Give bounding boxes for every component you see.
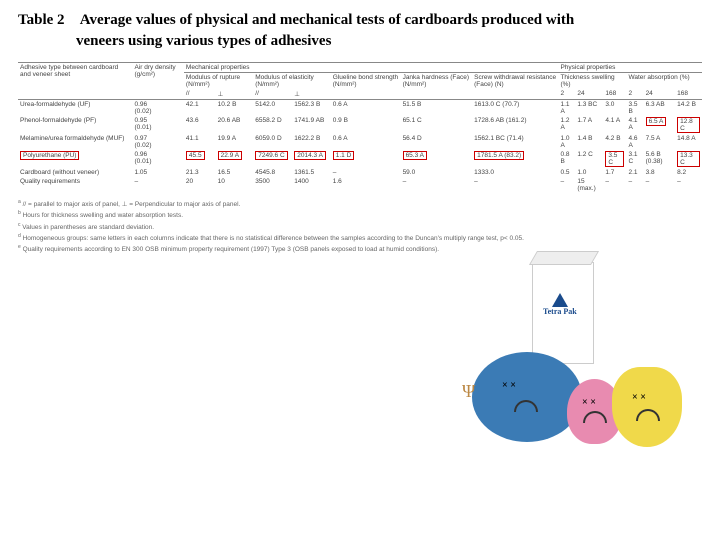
table-row: Quality requirements–2010350014001.6–––1… xyxy=(18,177,702,193)
trident-icon: Ψ xyxy=(462,381,475,402)
table-footnotes: a // = parallel to major axis of panel, … xyxy=(18,199,702,254)
col-ts: Thickness swelling (%) xyxy=(558,73,626,90)
footnote: d Homogeneous groups: same letters in ea… xyxy=(18,233,702,243)
sub-168h: 168 xyxy=(675,89,702,100)
sub-perp: ⊥ xyxy=(292,89,330,100)
footnote: c Values in parentheses are standard dev… xyxy=(18,222,702,232)
table-row: Polyurethane (PU)0.96(0.01)45.522.9 A724… xyxy=(18,150,702,168)
sub-2h: 2 xyxy=(558,89,575,100)
sub-2h: 2 xyxy=(626,89,643,100)
table-title-line2: veneers using various types of adhesives xyxy=(76,33,702,50)
sub-24h: 24 xyxy=(575,89,603,100)
sub-perp: ⊥ xyxy=(216,89,254,100)
sub-24h: 24 xyxy=(644,89,676,100)
sub-168h: 168 xyxy=(603,89,626,100)
table-row: Melamine/urea formaldehyde (MUF)0.97(0.0… xyxy=(18,134,702,150)
table-caption: Table 2 Average values of physical and m… xyxy=(18,12,702,29)
col-screw: Screw withdrawal resistance (Face) (N) xyxy=(472,73,558,90)
col-moe: Modulus of elasticity (N/mm²) xyxy=(253,73,330,90)
footnote: a // = parallel to major axis of panel, … xyxy=(18,199,702,209)
col-janka: Janka hardness (Face) (N/mm²) xyxy=(401,73,473,90)
sub-par: // xyxy=(253,89,292,100)
tetra-pak-carton: Tetra Pak xyxy=(532,262,594,364)
footnote: e Quality requirements according to EN 3… xyxy=(18,244,702,254)
table-row: Cardboard (without veneer)1.0521.316.545… xyxy=(18,168,702,177)
tetra-pak-logo: Tetra Pak xyxy=(543,293,577,316)
col-adhesive: Adhesive type between cardboard and vene… xyxy=(18,63,133,100)
data-table: Adhesive type between cardboard and vene… xyxy=(18,62,702,193)
blue-blob-character: × × xyxy=(472,352,582,442)
sub-par: // xyxy=(184,89,216,100)
cartoon-illustration: Tetra Pak × × Ψ × × × × xyxy=(422,262,702,462)
table-row: Phenol-formaldehyde (PF)0.95(0.01)43.620… xyxy=(18,116,702,134)
col-wa: Water absorption (%) xyxy=(626,73,702,90)
table-number: Table 2 xyxy=(18,12,76,29)
col-group-physical: Physical properties xyxy=(558,63,702,73)
col-mor: Modulus of rupture (N/mm²) xyxy=(184,73,253,90)
col-group-mechanical: Mechanical properties xyxy=(184,63,559,73)
col-density: Air dry density (g/cm²) xyxy=(133,63,184,100)
col-glue: Glueline bond strength (N/mm²) xyxy=(331,73,401,90)
yellow-blob-character: × × xyxy=(612,367,682,447)
table-title-line1: Average values of physical and mechanica… xyxy=(80,12,574,29)
table-row: Urea-formaldehyde (UF)0.96(0.02)42.110.2… xyxy=(18,100,702,117)
footnote: b Hours for thickness swelling and water… xyxy=(18,210,702,220)
